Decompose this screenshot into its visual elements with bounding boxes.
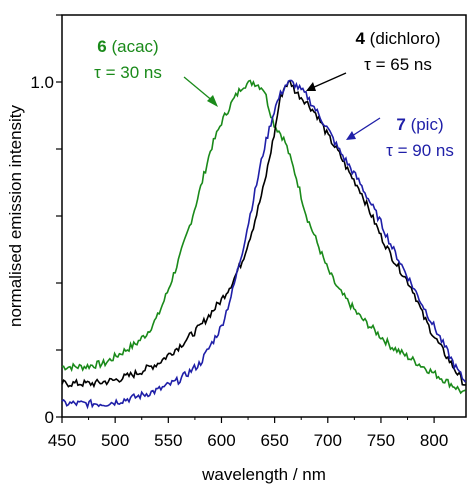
annotation-dichloro-arrowhead <box>306 82 316 91</box>
y-axis-title: normalised emission intensity <box>6 104 25 327</box>
svg-text:6 (acac): 6 (acac) <box>97 37 158 56</box>
y-tick-label: 1.0 <box>30 73 54 92</box>
annotation-dichloro-number: 4 <box>355 29 365 48</box>
y-tick-label: 0 <box>45 408 54 427</box>
annotation-pic-number: 7 <box>396 115 405 134</box>
svg-text:4 (dichloro): 4 (dichloro) <box>355 29 440 48</box>
annotation-acac-arrowhead <box>207 95 218 107</box>
x-axis-title: wavelength / nm <box>201 465 326 484</box>
series-line-1 <box>61 79 466 389</box>
annotation-dichloro-lifetime: τ = 65 ns <box>364 55 432 74</box>
annotation-acac-lifetime: τ = 30 ns <box>94 63 162 82</box>
annotation-dichloro: 4 (dichloro) τ = 65 ns <box>306 29 441 91</box>
svg-text:7 (pic): 7 (pic) <box>396 115 443 134</box>
annotation-acac-arrow <box>183 76 215 103</box>
tick-layer: 450 500 550 600 650 700 750 800 0 1.0 <box>30 14 448 450</box>
annotation-acac-number: 6 <box>97 37 106 56</box>
x-tick-label: 650 <box>260 431 288 450</box>
annotation-pic-lifetime: τ = 90 ns <box>386 141 454 160</box>
annotation-pic-name: (pic) <box>406 115 444 134</box>
series-layer <box>61 79 467 410</box>
annotation-dichloro-arrow <box>311 72 347 89</box>
x-tick-label: 550 <box>154 431 182 450</box>
x-tick-label: 600 <box>207 431 235 450</box>
series-line-0 <box>61 79 466 395</box>
x-tick-label: 450 <box>48 431 76 450</box>
series-line-2 <box>61 79 467 410</box>
x-tick-label: 500 <box>101 431 129 450</box>
annotation-pic-arrowhead <box>346 131 356 140</box>
x-tick-label: 800 <box>420 431 448 450</box>
annotation-dichloro-name: (dichloro) <box>365 29 441 48</box>
annotation-acac-name: (acac) <box>107 37 159 56</box>
x-tick-label: 750 <box>367 431 395 450</box>
annotation-acac: 6 (acac) τ = 30 ns <box>94 37 218 107</box>
annotation-pic-arrow <box>351 117 381 137</box>
x-tick-label: 700 <box>314 431 342 450</box>
annotation-pic: 7 (pic) τ = 90 ns <box>346 115 454 160</box>
